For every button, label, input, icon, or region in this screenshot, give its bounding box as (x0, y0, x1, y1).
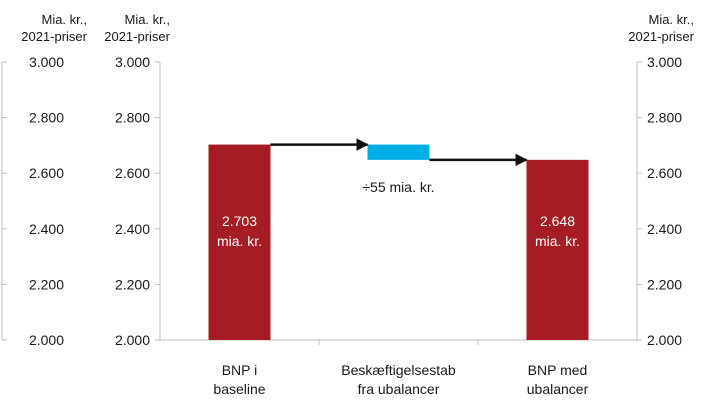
y-tick-label: 2.400 (29, 221, 64, 237)
y-tick-label: 2.600 (29, 165, 64, 181)
y-tick-label: 2.800 (29, 110, 64, 126)
x-category-label: Beskæftigelsestab fra ubalancer (341, 362, 456, 397)
y-tick-label: 2.200 (115, 276, 150, 292)
y-tick-label: 2.800 (115, 110, 150, 126)
right-axis-title: Mia. kr., 2021-priser (628, 11, 694, 45)
y-tick-label: 2.200 (29, 276, 64, 292)
bar-data-label: 2.648 mia. kr. (535, 213, 580, 249)
bar-delta (367, 144, 430, 160)
left-axis-title-line1: Mia. kr., (124, 12, 170, 27)
y-tick-label: 2.600 (115, 165, 150, 181)
bar-data-label: 2.703 mia. kr. (217, 213, 262, 249)
y-tick-label: 3.000 (647, 54, 682, 70)
y-tick-label: 2.400 (115, 221, 150, 237)
left-axis-title-line2: 2021-priser (104, 29, 170, 44)
y-tick-label: 3.000 (115, 54, 150, 70)
right-axis-title-line2: 2021-priser (628, 29, 694, 44)
y-tick-label: 2.000 (29, 332, 64, 348)
y-tick-label: 2.000 (115, 332, 150, 348)
outer-left-axis-title: Mia. kr., 2021-priser (21, 11, 87, 45)
bar-total (208, 144, 271, 340)
y-tick-label: 2.800 (647, 110, 682, 126)
y-tick-label: 2.000 (647, 332, 682, 348)
outer-left-axis-title-line1: Mia. kr., (41, 12, 87, 27)
y-tick-label: 3.000 (29, 54, 64, 70)
right-axis-title-line1: Mia. kr., (648, 12, 694, 27)
delta-data-label: ÷55 mia. kr. (362, 179, 434, 195)
outer-left-axis-title-line2: 2021-priser (21, 29, 87, 44)
y-tick-label: 2.400 (647, 221, 682, 237)
bar-total (526, 159, 589, 340)
x-category-label: BNP i baseline (213, 362, 265, 397)
left-axis-title: Mia. kr., 2021-priser (104, 11, 170, 45)
y-tick-label: 2.200 (647, 276, 682, 292)
x-category-label: BNP med ubalancer (527, 362, 589, 397)
y-tick-label: 2.600 (647, 165, 682, 181)
